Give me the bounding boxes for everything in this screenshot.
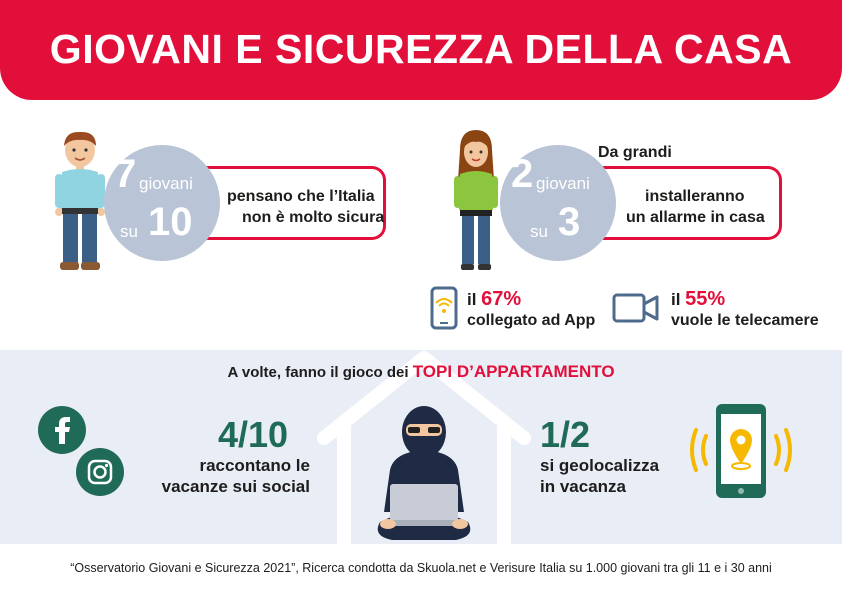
girl-icon bbox=[454, 130, 498, 270]
geo-stat-value: 1/2 bbox=[540, 414, 591, 455]
band-intro-text: A volte, fanno il gioco dei bbox=[227, 364, 413, 381]
house-icon bbox=[317, 351, 531, 544]
band-intro-highlight: TOPI D’APPARTAMENTO bbox=[412, 362, 615, 381]
stat-left-circle bbox=[104, 145, 220, 261]
camera-icon bbox=[612, 293, 659, 323]
geo-stat-line2: in vacanza bbox=[540, 477, 626, 496]
stat-right-denominator: 3 bbox=[558, 200, 581, 244]
social-stat-line1: raccontano le bbox=[199, 456, 310, 475]
stat-right-unit: giovani bbox=[536, 174, 590, 193]
boy-icon bbox=[55, 131, 105, 270]
app-stat-prefix: il bbox=[467, 290, 482, 309]
app-stat-percent: 67% bbox=[481, 288, 522, 310]
social-stat-line2: vacanze sui social bbox=[161, 477, 310, 496]
stat-left-denominator: 10 bbox=[148, 200, 193, 244]
cam-stat-prefix: il bbox=[671, 290, 686, 309]
stat-left-su: su bbox=[120, 222, 138, 241]
stat-left-unit: giovani bbox=[139, 174, 193, 193]
stat-left-line1: pensano che l’Italia bbox=[227, 188, 375, 205]
burglar-icon bbox=[377, 406, 471, 540]
title-bar bbox=[0, 0, 842, 100]
source-footnote: “Osservatorio Giovani e Sicurezza 2021”,… bbox=[70, 561, 772, 575]
social-stat-value: 4/10 bbox=[218, 414, 289, 455]
stat-left-numerator: 7 bbox=[114, 152, 137, 196]
geo-stat-line1: si geolocalizza bbox=[540, 456, 660, 475]
app-stat-desc: collegato ad App bbox=[467, 312, 596, 329]
stat-right-line2: un allarme in casa bbox=[626, 209, 765, 226]
cam-stat-percent: 55% bbox=[685, 288, 726, 310]
page-title: GIOVANI E SICUREZZA DELLA CASA bbox=[49, 26, 793, 72]
instagram-icon bbox=[76, 448, 124, 496]
stat-left-line2: non è molto sicura bbox=[242, 209, 385, 226]
stat-right-pretext: Da grandi bbox=[598, 144, 672, 161]
facebook-icon bbox=[38, 406, 86, 454]
stat-right-circle bbox=[500, 145, 616, 261]
phone-location-icon bbox=[690, 404, 792, 498]
band-intro: A volte, fanno il gioco dei TOPI D’APPAR… bbox=[0, 362, 842, 382]
phone-wifi-icon bbox=[430, 286, 458, 330]
stat-right-su: su bbox=[530, 222, 548, 241]
cam-stat-desc: vuole le telecamere bbox=[671, 312, 819, 329]
stat-right-numerator: 2 bbox=[511, 152, 534, 196]
stat-right-line1: installeranno bbox=[645, 188, 745, 205]
